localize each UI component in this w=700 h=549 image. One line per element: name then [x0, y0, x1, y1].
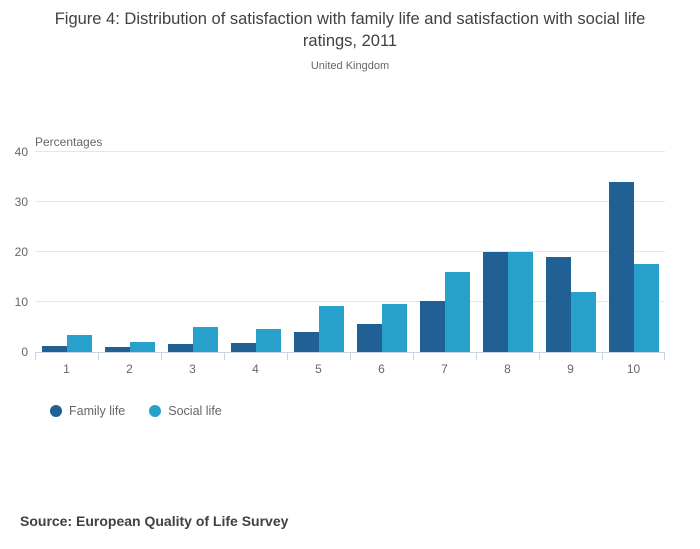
x-axis-tick — [287, 352, 288, 360]
x-axis-tick — [664, 352, 665, 360]
x-axis-tick — [35, 352, 36, 360]
source-note: Source: European Quality of Life Survey — [20, 513, 289, 529]
x-tick-label-7: 7 — [441, 362, 448, 376]
figure-subtitle: United Kingdom — [310, 60, 390, 72]
x-axis: 1 2 3 4 5 6 7 8 9 10 — [35, 362, 665, 378]
chart-legend: Family life Social life — [50, 404, 222, 418]
x-tick-label-9: 9 — [567, 362, 574, 376]
bar-family-life-9[interactable] — [545, 256, 571, 352]
bar-group-7 — [413, 152, 476, 352]
x-axis-tick — [224, 352, 225, 360]
bar-group-2 — [98, 152, 161, 352]
bar-family-life-1[interactable] — [41, 345, 67, 352]
y-tick-label-30: 30 — [14, 195, 28, 209]
bar-social-life-1[interactable] — [66, 334, 92, 352]
bar-social-life-4[interactable] — [255, 328, 281, 352]
bar-group-9 — [539, 152, 602, 352]
x-axis-tick — [602, 352, 603, 360]
gridline-10 — [35, 301, 665, 302]
bar-family-life-3[interactable] — [167, 343, 193, 352]
legend-item-family-life[interactable]: Family life — [50, 404, 125, 418]
gridline-20 — [35, 251, 665, 252]
plot-area — [35, 151, 665, 360]
x-axis-tick — [98, 352, 99, 360]
bar-group-3 — [161, 152, 224, 352]
y-axis-title: Percentages — [35, 135, 103, 149]
bar-family-life-10[interactable] — [608, 181, 634, 352]
bar-social-life-6[interactable] — [381, 303, 407, 352]
figure-title: Figure 4: Distribution of satisfaction w… — [54, 10, 646, 50]
gridline-30 — [35, 201, 665, 202]
bar-social-life-2[interactable] — [129, 342, 155, 352]
x-tick-label-2: 2 — [126, 362, 133, 376]
y-tick-label-10: 10 — [14, 295, 28, 309]
bar-group-8 — [476, 152, 539, 352]
bar-groups — [35, 152, 665, 352]
bar-social-life-10[interactable] — [633, 264, 659, 352]
bar-social-life-3[interactable] — [192, 327, 218, 352]
x-tick-label-5: 5 — [315, 362, 322, 376]
x-tick-label-3: 3 — [189, 362, 196, 376]
x-axis-tick — [476, 352, 477, 360]
bar-group-1 — [35, 152, 98, 352]
bar-group-10 — [602, 152, 665, 352]
x-axis-tick — [161, 352, 162, 360]
legend-label-social-life: Social life — [168, 404, 222, 418]
bar-group-6 — [350, 152, 413, 352]
x-axis-tick — [539, 352, 540, 360]
x-axis-tick — [413, 352, 414, 360]
gridline-40 — [35, 151, 665, 152]
bar-family-life-7[interactable] — [419, 301, 445, 352]
bar-social-life-9[interactable] — [570, 292, 596, 352]
y-tick-label-20: 20 — [14, 245, 28, 259]
bar-group-4 — [224, 152, 287, 352]
y-axis: 0 10 20 30 40 — [0, 145, 28, 359]
bar-social-life-5[interactable] — [318, 306, 344, 352]
bar-family-life-5[interactable] — [293, 331, 319, 352]
bar-social-life-7[interactable] — [444, 272, 470, 352]
x-axis-tick — [350, 352, 351, 360]
bar-social-life-8[interactable] — [507, 251, 533, 352]
x-tick-label-8: 8 — [504, 362, 511, 376]
legend-item-social-life[interactable]: Social life — [149, 404, 222, 418]
x-tick-label-10: 10 — [626, 362, 641, 376]
bar-family-life-6[interactable] — [356, 324, 382, 352]
bar-group-5 — [287, 152, 350, 352]
x-tick-label-4: 4 — [252, 362, 259, 376]
social-life-legend-dot-icon — [149, 405, 162, 417]
x-tick-label-6: 6 — [378, 362, 385, 376]
bar-family-life-2[interactable] — [104, 347, 130, 352]
bar-family-life-4[interactable] — [230, 342, 256, 352]
y-tick-label-40: 40 — [14, 145, 28, 159]
x-tick-label-1: 1 — [63, 362, 70, 376]
y-tick-label-0: 0 — [21, 345, 28, 359]
legend-label-family-life: Family life — [69, 404, 126, 418]
family-life-legend-dot-icon — [50, 405, 62, 417]
bar-family-life-8[interactable] — [482, 251, 508, 352]
